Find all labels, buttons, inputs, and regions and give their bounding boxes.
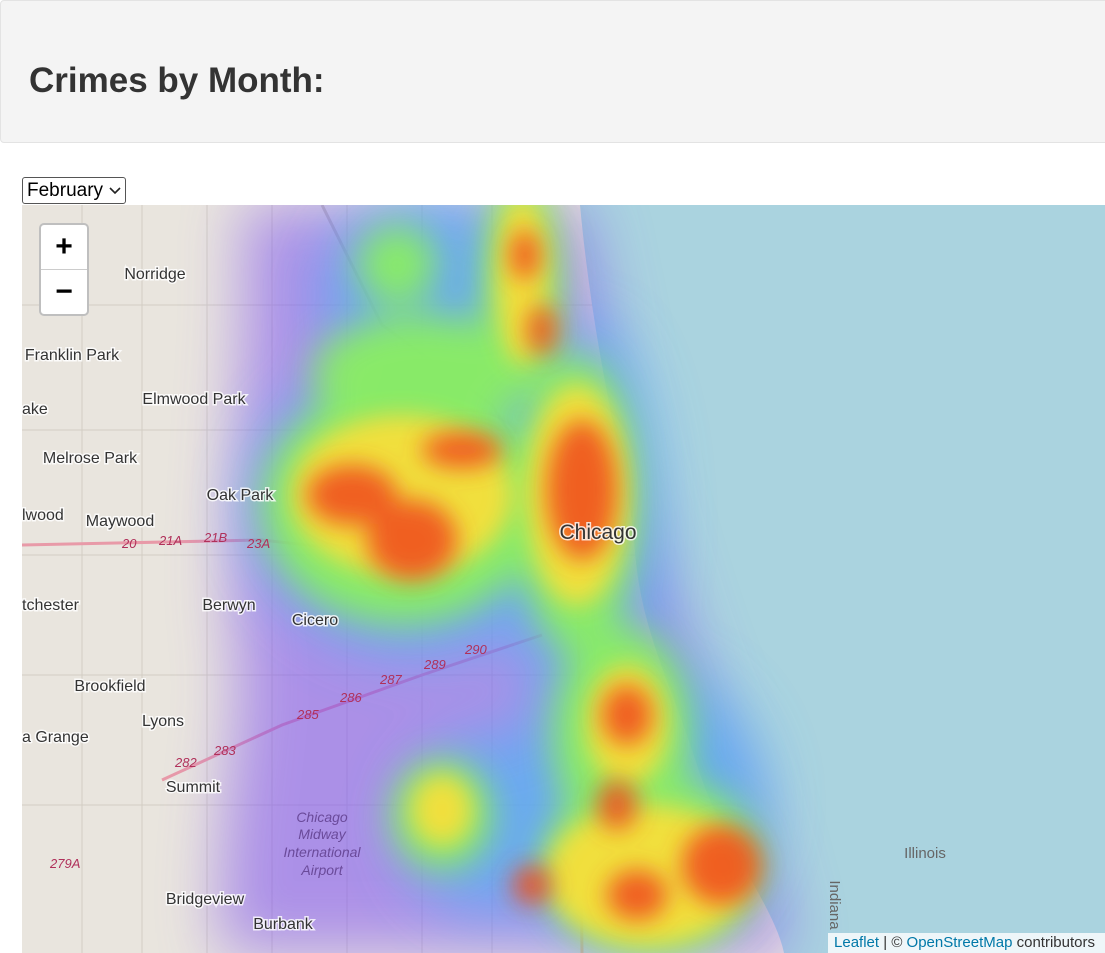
airport-line: Airport: [300, 862, 343, 878]
attribution-separator: | ©: [883, 934, 903, 951]
airport-label: Chicago Midway International Airport: [283, 809, 361, 878]
highway-label: 286: [339, 690, 362, 705]
map[interactable]: Norridge Franklin Park Elmwood Park Melr…: [22, 205, 1105, 953]
place-label: a Grange: [22, 729, 89, 746]
place-label: Oak Park: [207, 487, 275, 504]
place-label: Burbank: [253, 916, 314, 933]
airport-line: International: [283, 844, 361, 860]
highway-label: 21A: [158, 533, 182, 548]
place-labels: Norridge Franklin Park Elmwood Park Melr…: [22, 265, 946, 935]
highway-label: 282: [174, 755, 197, 770]
state-label: Indiana: [826, 880, 843, 930]
state-label: Illinois: [904, 845, 946, 862]
zoom-in-button[interactable]: +: [55, 230, 73, 263]
heatmap: [220, 205, 793, 953]
highway-label: 279A: [49, 856, 80, 871]
osm-link[interactable]: OpenStreetMap: [906, 934, 1013, 951]
map-canvas: Norridge Franklin Park Elmwood Park Melr…: [22, 205, 1105, 953]
place-label: Berwyn: [202, 597, 255, 614]
highway-label: 283: [213, 743, 236, 758]
month-value: February: [27, 179, 104, 201]
zoom-control: + −: [39, 223, 89, 316]
place-label: Norridge: [124, 266, 185, 283]
place-label: Maywood: [86, 513, 154, 530]
place-label: Chicago: [559, 521, 636, 544]
place-label: Summit: [166, 779, 221, 796]
dropdown-arrow: [109, 186, 121, 194]
highway-labels: 290 289 287 286 285 283 282 279A 20 21A …: [49, 530, 487, 871]
place-label: Melrose Park: [43, 450, 138, 467]
attribution: Leaflet | © OpenStreetMap contributors: [828, 933, 1105, 953]
header-panel: Crimes by Month:: [0, 0, 1105, 143]
zoom-out-button[interactable]: −: [41, 269, 87, 314]
airport-line: Midway: [298, 826, 346, 842]
page-title: Crimes by Month:: [29, 61, 325, 100]
place-label: Brookfield: [74, 678, 145, 695]
highway-label: 23A: [246, 536, 270, 551]
highway-label: 289: [423, 657, 446, 672]
place-label: Elmwood Park: [142, 391, 246, 408]
place-label: lwood: [22, 507, 64, 524]
highway-label: 285: [296, 707, 319, 722]
place-label: Franklin Park: [25, 347, 120, 364]
place-label: tchester: [22, 597, 80, 614]
highway-label: 290: [464, 642, 487, 657]
airport-line: Chicago: [296, 809, 348, 825]
highway-label: 20: [121, 536, 137, 551]
highway-label: 287: [379, 672, 402, 687]
attribution-suffix: contributors: [1016, 934, 1095, 951]
place-label: Cicero: [292, 612, 338, 629]
place-label: Lyons: [142, 713, 184, 730]
highway-label: 21B: [203, 530, 227, 545]
place-label: Bridgeview: [166, 891, 245, 908]
place-label: ake: [22, 401, 48, 418]
month-select[interactable]: February: [22, 177, 127, 204]
leaflet-link[interactable]: Leaflet: [834, 934, 880, 951]
